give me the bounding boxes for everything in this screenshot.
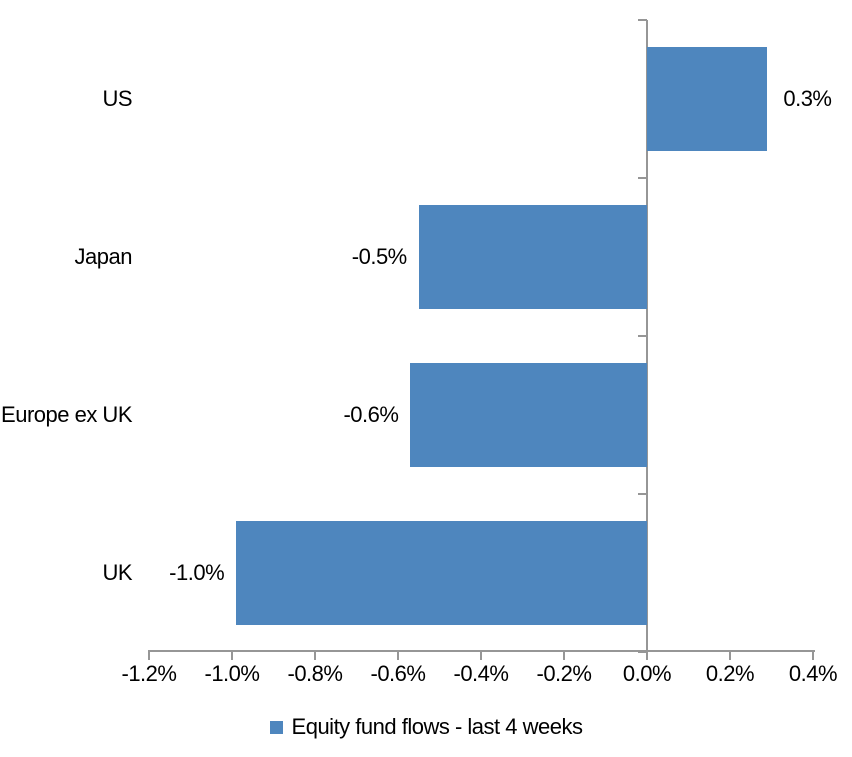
x-axis-tick	[729, 650, 731, 660]
x-axis-tick	[397, 650, 399, 660]
x-axis-tick	[480, 650, 482, 660]
category-label-us: US	[102, 85, 132, 111]
y-axis-tick	[638, 651, 647, 653]
bar-us	[647, 47, 768, 151]
y-axis-line	[646, 20, 648, 652]
x-tick-label: 0.2%	[705, 661, 755, 686]
value-label-europe-ex-uk: -0.6%	[343, 401, 399, 427]
x-tick-label: -1.2%	[121, 661, 177, 686]
x-axis-line	[149, 650, 815, 652]
x-axis-tick	[314, 650, 316, 660]
x-tick-label: 0.4%	[788, 661, 838, 686]
y-axis-tick	[638, 493, 647, 495]
y-axis-tick	[638, 177, 647, 179]
bar-uk	[236, 521, 647, 625]
x-axis-tick	[812, 650, 814, 660]
legend-marker	[269, 720, 283, 734]
legend: Equity fund flows - last 4 weeks	[0, 712, 852, 742]
x-tick-label: -0.6%	[370, 661, 426, 686]
category-label-uk: UK	[102, 559, 132, 585]
x-tick-label: -0.4%	[453, 661, 509, 686]
category-label-japan: Japan	[74, 243, 133, 269]
y-axis-tick	[638, 335, 647, 337]
x-axis-tick	[646, 650, 648, 660]
bar-europe-ex-uk	[410, 363, 647, 467]
x-tick-label: -0.2%	[536, 661, 592, 686]
value-label-japan: -0.5%	[351, 243, 407, 269]
x-axis-tick	[231, 650, 233, 660]
category-label-europe-ex-uk: Europe ex UK	[1, 401, 132, 427]
value-label-uk: -1.0%	[169, 559, 225, 585]
bar-japan	[418, 205, 647, 309]
x-tick-label: 0.0%	[622, 661, 672, 686]
x-tick-label: -0.8%	[287, 661, 343, 686]
y-axis-tick	[638, 19, 647, 21]
value-label-us: 0.3%	[783, 85, 832, 111]
x-tick-label: -1.0%	[204, 661, 260, 686]
x-axis-tick	[563, 650, 565, 660]
x-axis-tick	[148, 650, 150, 660]
legend-label: Equity fund flows - last 4 weeks	[291, 713, 583, 739]
